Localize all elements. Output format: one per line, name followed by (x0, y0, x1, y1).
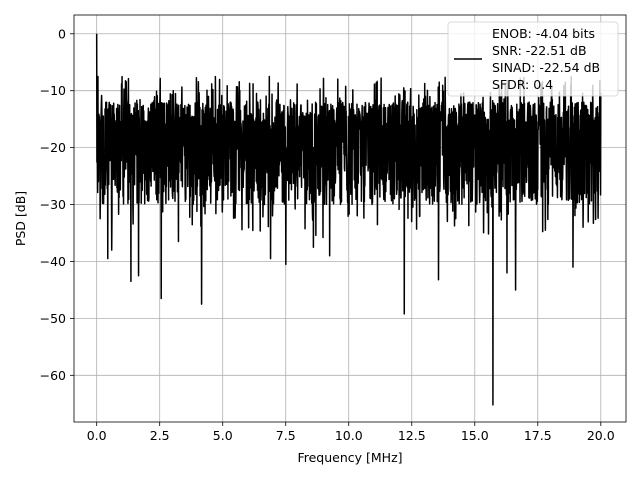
x-tick-label: 17.5 (524, 428, 552, 443)
legend-entry-line: SINAD: -22.54 dB (492, 60, 600, 75)
legend-entry-line: SNR: -22.51 dB (492, 43, 587, 58)
x-axis-title: Frequency [MHz] (297, 450, 402, 465)
x-tick-label: 10.0 (335, 428, 363, 443)
y-axis-title: PSD [dB] (13, 191, 28, 246)
y-tick-label: −50 (40, 311, 66, 326)
legend-entry-line: SFDR: 0.4 (492, 77, 553, 92)
x-tick-label: 12.5 (398, 428, 426, 443)
x-tick-label: 15.0 (461, 428, 489, 443)
y-tick-label: −40 (40, 254, 66, 269)
x-tick-label: 0.0 (87, 428, 107, 443)
y-tick-label: −20 (40, 140, 66, 155)
y-tick-label: −30 (40, 197, 66, 212)
y-axis: 0 −10 −20 −30 −40 −50 −60 (40, 26, 74, 383)
series-line (95, 33, 602, 406)
legend-box (447, 21, 619, 97)
series-layer (95, 33, 602, 406)
x-tick-label: 20.0 (587, 428, 615, 443)
x-tick-label: 7.5 (276, 428, 296, 443)
x-tick-label: 5.0 (213, 428, 233, 443)
legend: ENOB: -4.04 bits SNR: -22.51 dB SINAD: -22… (447, 21, 619, 97)
y-tick-label: −60 (40, 368, 66, 383)
legend-entry-line: ENOB: -4.04 bits (492, 26, 595, 41)
y-tick-label: 0 (58, 26, 66, 41)
x-tick-label: 2.5 (150, 428, 170, 443)
axes-frame (73, 14, 627, 423)
x-axis: 0.0 2.5 5.0 7.5 10.0 12.5 15.0 17.5 20.0 (87, 422, 615, 443)
y-tick-label: −10 (40, 83, 66, 98)
